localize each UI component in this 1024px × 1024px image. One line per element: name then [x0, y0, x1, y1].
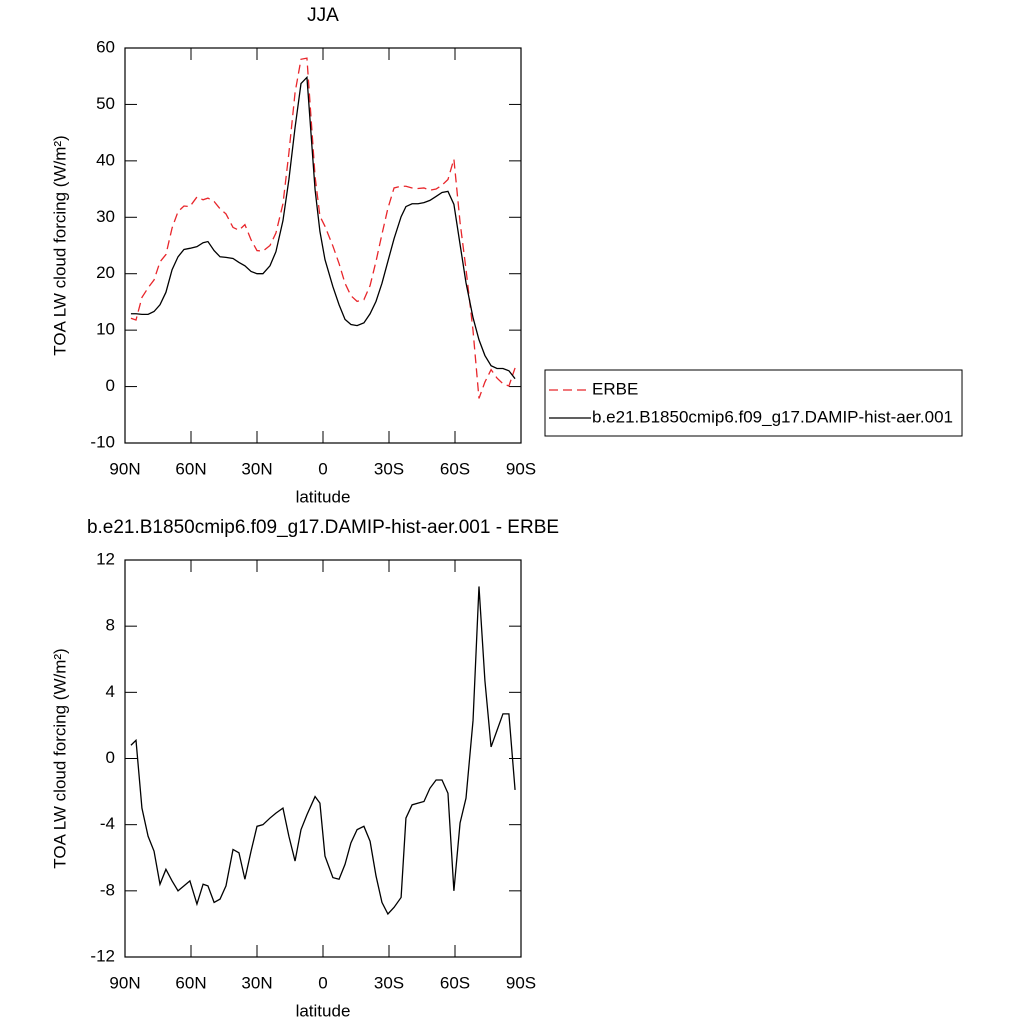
data-line — [130, 57, 516, 399]
x-tick-label: 30S — [374, 973, 404, 992]
legend-box — [544, 369, 963, 437]
x-tick-label: 30S — [374, 459, 404, 478]
legend-label: ERBE — [592, 379, 638, 398]
y-tick-label: 8 — [106, 616, 115, 635]
y-tick-label: -12 — [90, 946, 115, 965]
y-tick-label: 20 — [96, 263, 115, 282]
x-tick-label: 30N — [241, 459, 272, 478]
y-axis-label: TOA LW cloud forcing (W/m²) — [50, 135, 69, 355]
y-tick-label: 50 — [96, 94, 115, 113]
legend: ERBE b.e21.B1850cmip6.f09_g17.DAMIP-hist-… — [544, 369, 963, 437]
y-tick-label: -8 — [100, 880, 115, 899]
plot-frame — [124, 47, 522, 444]
x-tick-label: 60N — [175, 459, 206, 478]
y-axis-label: TOA LW cloud forcing (W/m²) — [50, 648, 69, 868]
y-tick-label: 0 — [106, 748, 115, 767]
data-line — [130, 586, 516, 916]
x-tick-label: 90N — [109, 973, 140, 992]
y-tick-label: 4 — [106, 682, 115, 701]
chart-title: b.e21.B1850cmip6.f09_g17.DAMIP-hist-aer.… — [87, 517, 559, 538]
y-tick-label: 0 — [106, 376, 115, 395]
x-axis-label: latitude — [296, 1001, 351, 1020]
x-tick-label: 60N — [175, 973, 206, 992]
y-tick-label: 30 — [96, 207, 115, 226]
y-tick-label: -10 — [90, 432, 115, 451]
x-tick-label: 90S — [506, 459, 536, 478]
plot-frame — [124, 559, 522, 958]
y-tick-label: 12 — [96, 549, 115, 568]
x-axis-label: latitude — [296, 487, 351, 506]
x-tick-label: 30N — [241, 973, 272, 992]
x-tick-label: 60S — [440, 459, 470, 478]
data-line — [130, 75, 516, 380]
x-tick-label: 60S — [440, 973, 470, 992]
chart-title: JJA — [307, 5, 339, 26]
y-tick-label: -4 — [100, 814, 115, 833]
x-tick-label: 0 — [318, 973, 327, 992]
y-tick-label: 10 — [96, 320, 115, 339]
x-tick-label: 0 — [318, 459, 327, 478]
x-tick-label: 90N — [109, 459, 140, 478]
y-tick-label: 60 — [96, 37, 115, 56]
y-tick-label: 40 — [96, 150, 115, 169]
legend-label: b.e21.B1850cmip6.f09_g17.DAMIP-hist-aer.… — [592, 407, 953, 426]
x-tick-label: 90S — [506, 973, 536, 992]
